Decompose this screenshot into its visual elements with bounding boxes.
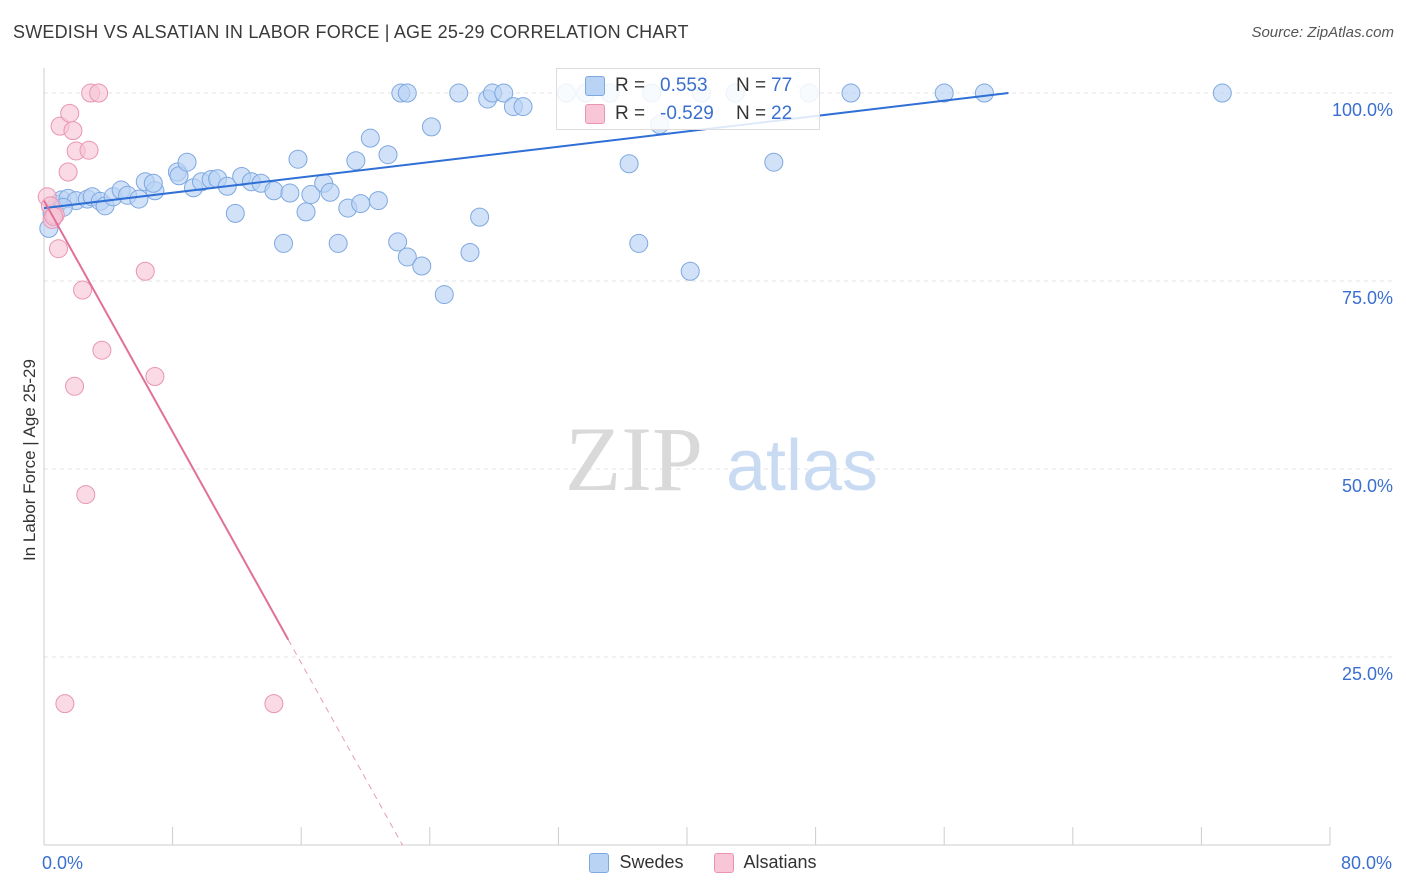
point-swedes <box>397 83 417 103</box>
point-swedes <box>421 117 441 137</box>
watermark: ZIP atlas <box>565 408 878 510</box>
swedes-n-value: 77 <box>771 75 793 96</box>
point-swedes <box>434 285 454 305</box>
legend-item-swedes[interactable]: Swedes <box>589 852 684 873</box>
point-alsatians <box>63 121 83 141</box>
point-swedes <box>449 83 469 103</box>
point-alsatians <box>55 694 75 714</box>
point-swedes <box>129 189 149 209</box>
legend-label-alsatians: Alsatians <box>743 852 817 872</box>
alsatians-r-label: R = <box>615 103 646 124</box>
x-tick-label-0: 0.0% <box>42 853 83 873</box>
swedes-r-value: 0.553 <box>660 75 708 96</box>
data-points <box>37 83 1232 714</box>
watermark-zip: ZIP <box>565 408 703 510</box>
stats-legend: R = 0.553 N = 77 R = -0.529 N = 22 <box>556 68 820 130</box>
y-tick-label-75: 75.0% <box>1342 288 1393 308</box>
point-swedes <box>301 185 321 205</box>
point-swedes <box>629 233 649 253</box>
point-swedes <box>360 128 380 148</box>
tick-labels: 25.0% 50.0% 75.0% 100.0% 0.0% 80.0% <box>42 100 1393 873</box>
point-swedes <box>274 233 294 253</box>
point-swedes <box>368 191 388 211</box>
point-swedes <box>378 145 398 165</box>
point-swedes <box>460 242 480 262</box>
trend-line-swedes <box>43 92 1009 210</box>
point-alsatians <box>65 376 85 396</box>
point-alsatians <box>79 140 99 160</box>
point-swedes <box>470 207 490 227</box>
y-tick-label-100: 100.0% <box>1332 100 1393 120</box>
point-swedes <box>351 194 371 214</box>
alsatians-r-value: -0.529 <box>660 103 714 124</box>
y-tick-label-50: 50.0% <box>1342 476 1393 496</box>
point-alsatians <box>92 340 112 360</box>
legend-item-alsatians[interactable]: Alsatians <box>713 852 817 873</box>
point-alsatians <box>89 83 109 103</box>
y-axis-label: In Labor Force | Age 25-29 <box>20 359 39 561</box>
alsatians-n-label: N = <box>736 103 767 124</box>
source-credit: Source: ZipAtlas.com <box>1251 24 1394 41</box>
point-swedes <box>388 232 408 252</box>
trend-lines <box>43 92 1009 846</box>
point-alsatians <box>76 485 96 505</box>
chart-title: SWEDISH VS ALSATIAN IN LABOR FORCE | AGE… <box>13 22 689 42</box>
point-swedes <box>225 203 245 223</box>
alsatians-n-value: 22 <box>771 103 793 124</box>
point-alsatians <box>135 261 155 281</box>
alsatians-swatch <box>585 104 605 124</box>
point-swedes <box>288 149 308 169</box>
point-alsatians <box>264 694 284 714</box>
point-swedes <box>1212 83 1232 103</box>
point-swedes <box>764 152 784 172</box>
point-alsatians <box>145 367 165 387</box>
point-swedes <box>280 183 300 203</box>
point-swedes <box>841 83 861 103</box>
swedes-swatch <box>585 76 605 96</box>
point-swedes <box>513 97 533 117</box>
point-swedes <box>346 151 366 171</box>
legend-swatch-alsatians <box>713 852 734 873</box>
point-swedes <box>397 247 417 267</box>
trend-line-alsatians-extension <box>287 639 403 846</box>
point-alsatians <box>60 103 80 123</box>
point-swedes <box>412 256 432 276</box>
point-swedes <box>177 152 197 172</box>
trend-line-alsatians <box>43 200 290 641</box>
point-alsatians <box>73 280 93 300</box>
point-swedes <box>320 182 340 202</box>
point-swedes <box>680 261 700 281</box>
point-swedes <box>934 83 954 103</box>
swedes-r-label: R = <box>615 75 646 96</box>
point-swedes <box>143 173 163 193</box>
legend-swatch-swedes <box>589 852 610 873</box>
point-swedes <box>974 83 994 103</box>
y-tick-label-25: 25.0% <box>1342 664 1393 684</box>
legend-label-swedes: Swedes <box>619 852 684 872</box>
point-alsatians <box>48 239 68 259</box>
point-swedes <box>296 202 316 222</box>
point-swedes <box>619 154 639 174</box>
x-tick-label-80: 80.0% <box>1341 853 1392 873</box>
watermark-atlas: atlas <box>726 426 878 506</box>
point-alsatians <box>58 162 78 182</box>
point-swedes <box>328 233 348 253</box>
point-swedes <box>494 83 514 103</box>
point-swedes <box>264 181 284 201</box>
series-legend: Swedes Alsatians <box>0 852 1406 873</box>
swedes-n-label: N = <box>736 75 767 96</box>
